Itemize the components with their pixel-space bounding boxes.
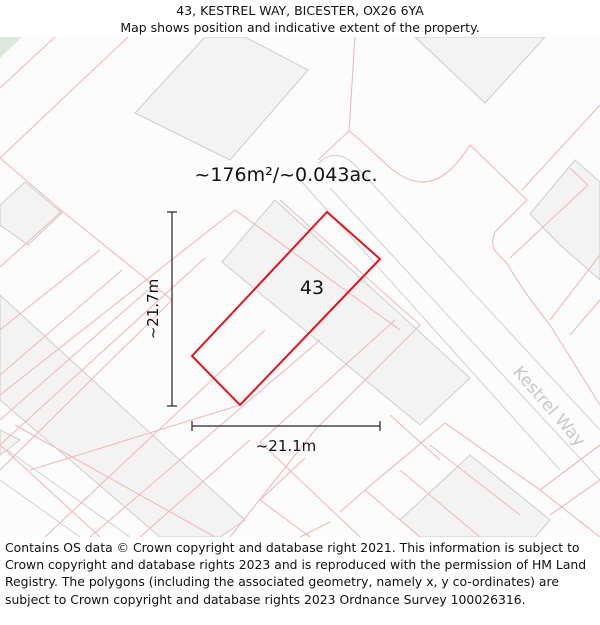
map-header: 43, KESTREL WAY, BICESTER, OX26 6YA Map … xyxy=(0,0,600,37)
property-boundary[interactable] xyxy=(190,210,382,407)
height-measure-line xyxy=(167,211,177,407)
property-address-title: 43, KESTREL WAY, BICESTER, OX26 6YA xyxy=(176,3,424,18)
buildings xyxy=(0,37,600,537)
map-canvas: Kestrel Way 43 ~176m²/~0.043ac. ~21.7m ~… xyxy=(0,37,600,537)
property-map[interactable]: Kestrel Way 43 ~176m²/~0.043ac. ~21.7m ~… xyxy=(0,37,600,537)
parcel-boundaries xyxy=(0,37,600,537)
road-kestrel-way xyxy=(0,155,600,537)
green-space xyxy=(0,37,22,58)
width-measure-line xyxy=(191,421,381,431)
height-measure-label: ~21.7m xyxy=(144,279,162,340)
plot-number-label: 43 xyxy=(300,277,324,299)
map-subtitle: Map shows position and indicative extent… xyxy=(120,20,480,35)
area-label: ~176m²/~0.043ac. xyxy=(194,164,377,186)
width-measure-label: ~21.1m xyxy=(256,437,317,455)
copyright-attribution: Contains OS data © Crown copyright and d… xyxy=(5,540,587,607)
